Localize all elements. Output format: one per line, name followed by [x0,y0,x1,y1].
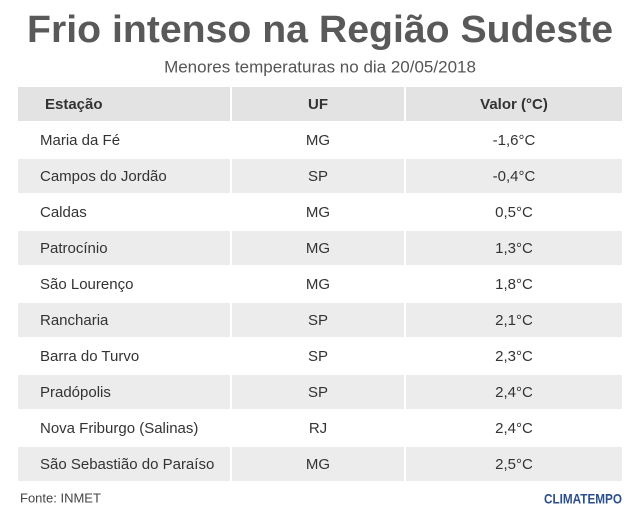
cell-text: 2,5°C [495,456,533,473]
cell-text: 0,5°C [495,204,533,221]
cell-text: Caldas [40,204,87,221]
cell-text: 2,4°C [495,420,533,437]
cell-text: Nova Friburgo (Salinas) [40,420,198,437]
cell-text: São Lourenço [40,276,133,293]
row-cell [406,231,622,265]
cell-text: 2,3°C [495,348,533,365]
cell-text: -0,4°C [493,168,536,185]
source: Fonte: INMET [20,490,101,505]
cell-text: 2,4°C [495,384,533,401]
cell-text: RJ [309,420,327,437]
cell-text: SP [308,348,328,365]
cell-text: Rancharia [40,312,109,329]
header-cell [406,87,622,121]
row-cell [18,231,230,265]
row-cell [18,303,230,337]
cell-text: MG [306,456,330,473]
row-cell [18,375,230,409]
column-header: UF [308,96,328,113]
row-cell [18,159,230,193]
cell-text: 1,8°C [495,276,533,293]
row-cell [406,303,622,337]
cell-text: Campos do Jordão [40,168,167,185]
column-header: Valor (°C) [480,96,548,113]
cell-text: Barra do Turvo [40,348,139,365]
row-cell [406,375,622,409]
cell-text: 1,3°C [495,240,533,257]
row-cell [18,447,230,481]
row-cell [232,159,404,193]
row-cell [406,447,622,481]
brand: CLIMATEMPO [544,491,622,507]
cell-text: SP [308,312,328,329]
cell-text: MG [306,276,330,293]
cell-text: SP [308,384,328,401]
cell-text: MG [306,204,330,221]
title: Frio intenso na Região Sudeste [27,9,613,51]
cell-text: Maria da Fé [40,132,120,149]
cell-text: Pradópolis [40,384,111,401]
row-cell [232,303,404,337]
cell-text: São Sebastião do Paraíso [40,456,214,473]
cell-text: -1,6°C [493,132,536,149]
row-cell [406,159,622,193]
subtitle: Menores temperaturas no dia 20/05/2018 [164,57,476,76]
row-cell [232,375,404,409]
row-cell [232,447,404,481]
column-header: Estação [45,96,103,113]
cell-text: Patrocínio [40,240,108,257]
row-cell [232,231,404,265]
header-cell [232,87,404,121]
cell-text: MG [306,240,330,257]
cell-text: SP [308,168,328,185]
header-cell [18,87,230,121]
cell-text: MG [306,132,330,149]
cell-text: 2,1°C [495,312,533,329]
